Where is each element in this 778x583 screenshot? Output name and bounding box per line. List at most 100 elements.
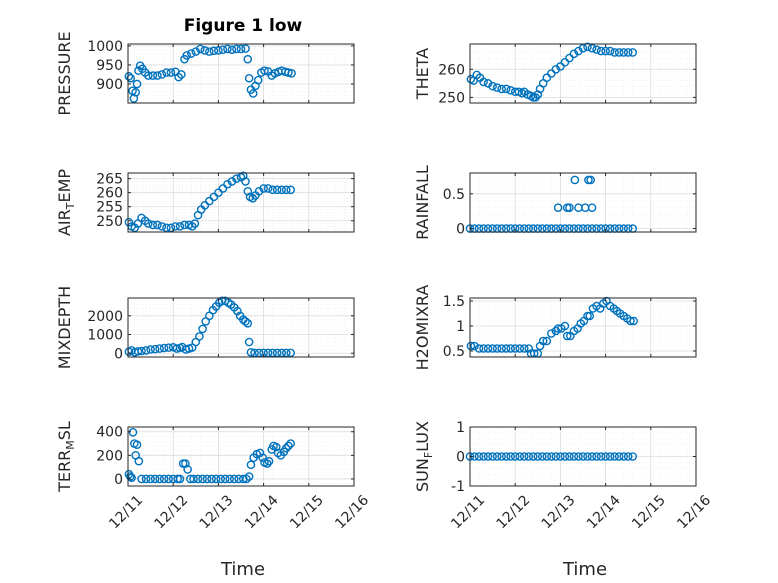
data-point xyxy=(264,456,274,466)
data-point xyxy=(542,452,552,461)
data-point xyxy=(628,48,638,57)
data-point xyxy=(272,348,282,358)
data-point xyxy=(286,348,296,358)
data-point xyxy=(246,460,256,470)
data-point xyxy=(601,452,610,461)
data-point xyxy=(148,71,158,80)
data-point xyxy=(560,57,570,67)
data-point xyxy=(470,341,479,351)
data-point xyxy=(501,344,511,353)
data-point xyxy=(254,348,264,358)
data-point xyxy=(164,474,173,484)
data-point xyxy=(570,175,580,185)
y-axis-label: RAINFALL xyxy=(413,165,432,240)
data-point xyxy=(233,306,242,316)
data-point xyxy=(190,219,200,228)
data-point xyxy=(623,452,633,461)
data-point xyxy=(569,452,579,461)
data-point xyxy=(209,192,219,202)
y-tick-label: 0 xyxy=(114,472,123,488)
data-point xyxy=(629,316,638,326)
data-point xyxy=(610,48,619,57)
x-tick-label: 12/15 xyxy=(287,492,327,532)
data-point xyxy=(244,472,254,481)
data-point xyxy=(542,336,552,346)
x-axis-label-right: Time xyxy=(562,559,607,580)
data-point xyxy=(162,68,171,77)
data-point xyxy=(556,452,565,461)
data-point xyxy=(497,344,506,353)
data-point xyxy=(126,73,136,83)
data-point xyxy=(258,453,267,462)
data-point xyxy=(583,452,592,461)
x-tick-label: 12/11 xyxy=(448,492,488,532)
data-point xyxy=(246,348,256,357)
data-point xyxy=(132,440,142,450)
data-point xyxy=(220,474,230,484)
data-point xyxy=(492,452,502,461)
data-point xyxy=(528,452,538,461)
data-point xyxy=(488,81,497,91)
data-point xyxy=(488,452,497,461)
data-point xyxy=(227,45,237,55)
data-point xyxy=(207,474,216,484)
data-point xyxy=(547,69,556,78)
data-point xyxy=(263,184,273,193)
data-point xyxy=(254,186,264,196)
data-point xyxy=(510,452,520,461)
y-tick-label: 0.5 xyxy=(443,344,465,360)
data-point xyxy=(162,223,171,233)
data-point xyxy=(146,345,155,354)
y-axis-label: H2OMIXRA xyxy=(413,285,432,371)
data-point xyxy=(277,348,286,358)
data-point xyxy=(619,48,628,57)
data-point xyxy=(501,452,511,461)
data-point xyxy=(155,474,164,484)
plot-area xyxy=(470,173,696,232)
data-point xyxy=(255,448,265,458)
data-point xyxy=(524,452,534,461)
data-point xyxy=(191,47,201,56)
data-point xyxy=(565,53,574,63)
data-point xyxy=(601,46,610,56)
y-tick-label: 260 xyxy=(96,186,123,202)
y-tick-label: 250 xyxy=(438,90,465,106)
axes-box xyxy=(127,43,355,104)
plot-area xyxy=(128,427,354,486)
y-tick-label: 200 xyxy=(96,448,123,464)
data-point xyxy=(272,185,282,195)
data-point xyxy=(587,452,597,461)
data-point xyxy=(193,474,203,484)
data-point xyxy=(479,452,488,461)
panel-theta: 250 260 THETA xyxy=(413,42,697,106)
data-point xyxy=(189,474,198,484)
data-point xyxy=(623,48,633,57)
data-point xyxy=(479,344,488,353)
data-point xyxy=(141,346,151,355)
data-point xyxy=(596,46,606,56)
data-point xyxy=(497,84,506,94)
data-point xyxy=(585,311,595,321)
data-point xyxy=(259,184,268,193)
data-point xyxy=(141,474,151,484)
data-point xyxy=(466,341,476,351)
data-point xyxy=(497,452,506,461)
x-tick-label: 12/15 xyxy=(629,492,669,532)
data-point xyxy=(244,337,254,347)
data-point xyxy=(614,452,624,461)
y-tick-label: 0 xyxy=(456,222,465,238)
x-tick-label: 12/13 xyxy=(539,492,579,532)
data-point xyxy=(229,474,239,484)
data-point xyxy=(148,220,158,230)
data-point xyxy=(628,452,638,461)
y-tick-label: 950 xyxy=(96,58,123,74)
data-point xyxy=(506,452,515,461)
data-point xyxy=(227,177,237,186)
y-tick-label: 1000 xyxy=(87,39,123,55)
data-point xyxy=(587,203,597,213)
data-point xyxy=(610,452,619,461)
data-point xyxy=(488,344,497,353)
data-point xyxy=(271,442,281,452)
data-point xyxy=(263,348,273,358)
